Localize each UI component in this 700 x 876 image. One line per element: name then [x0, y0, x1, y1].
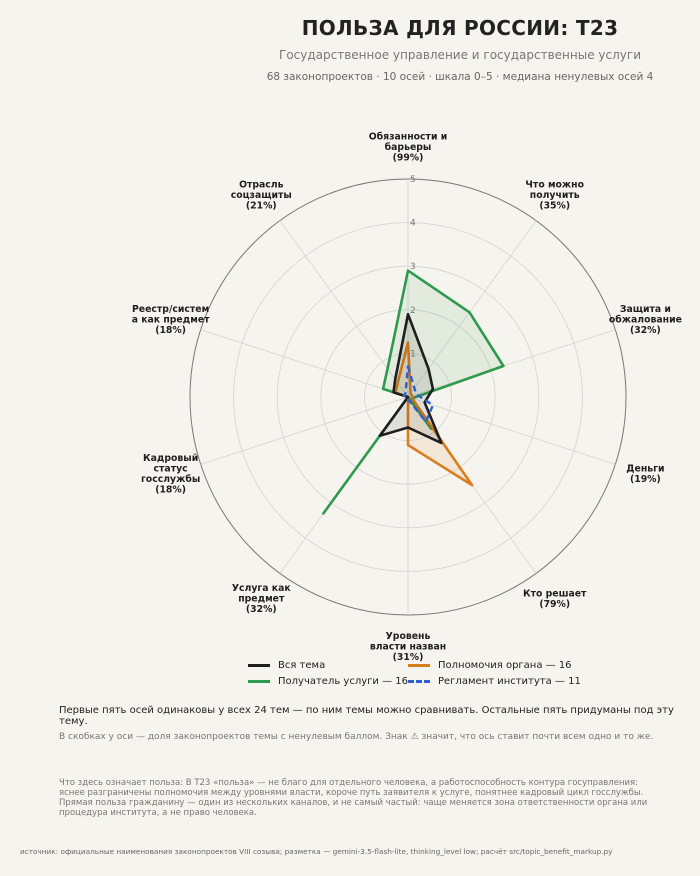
axis-label-line: предмет: [238, 594, 285, 605]
legend-item: Полномочия органа — 16: [408, 659, 608, 672]
axis-label-line: (18%): [155, 485, 186, 496]
grid-spoke: [407, 329, 616, 398]
axis-label: Уровень власти назван (31%): [370, 631, 446, 663]
axis-label: Что можно получить (35%): [525, 179, 584, 211]
axis-label-line: (32%): [630, 325, 661, 336]
axis-label-line: (21%): [246, 200, 277, 211]
axis-label-line: статус: [154, 464, 188, 475]
axis-label-line: (32%): [246, 604, 277, 615]
tick-label: 3: [410, 262, 416, 272]
grid-spoke: [200, 329, 409, 398]
tick-label: 2: [410, 306, 416, 316]
chart-meta: 68 законопроектов · 10 осей · шкала 0–5 …: [266, 71, 654, 83]
axis-label-line: обжалование: [609, 315, 682, 326]
legend-swatch: [248, 680, 270, 683]
axis-label-line: Что можно: [525, 179, 584, 190]
legend-label: Регламент института — 11: [438, 676, 581, 687]
tick-label: 4: [410, 219, 416, 229]
axis-label-line: Защита и: [620, 304, 671, 315]
tick-label: 1: [410, 349, 416, 359]
legend-label: Получатель услуги — 16: [278, 676, 408, 687]
axis-label-line: Деньги: [626, 464, 664, 475]
axis-label-line: (18%): [155, 325, 186, 336]
axis-label-line: (35%): [539, 200, 570, 211]
legend-label: Полномочия органа — 16: [438, 660, 572, 671]
axis-label: Деньги (19%): [626, 464, 664, 486]
axis-label-line: соцзащиты: [231, 190, 292, 201]
axis-label-line: Кто решает: [523, 588, 587, 599]
axis-label-line: госслужбы: [141, 474, 200, 485]
grid-spoke: [200, 396, 409, 465]
axis-label-line: (79%): [539, 599, 570, 610]
axis-label-line: Реестр/систем: [132, 304, 209, 315]
axis-label: Кадровый статус госслужбы (18%): [141, 453, 200, 496]
axis-label-line: (19%): [630, 474, 661, 485]
axis-label-line: получить: [530, 190, 580, 201]
axis-label: Услуга как предмет (32%): [232, 583, 291, 615]
axis-label-line: власти назван: [370, 641, 446, 652]
legend-swatch: [408, 680, 430, 683]
axis-label-line: Уровень: [386, 631, 431, 642]
note-percent: В скобках у оси — доля законопроектов те…: [59, 732, 654, 742]
legend-item: Получатель услуги — 16: [248, 675, 408, 688]
axis-label-line: а как предмет: [132, 315, 210, 326]
legend-swatch: [248, 664, 270, 667]
note-axes: Первые пять осей одинаковы у всех 24 тем…: [59, 705, 674, 727]
axis-label: Реестр/систем а как предмет (18%): [132, 304, 210, 336]
series-polygon: [402, 365, 435, 423]
axis-label-line: Услуга как: [232, 583, 291, 594]
axis-label: Отрасль соцзащиты (21%): [231, 179, 292, 211]
grid-spoke: [407, 396, 616, 465]
source-note: источник: официальные наименования закон…: [20, 847, 613, 856]
axis-label: Защита и обжалование (32%): [609, 304, 682, 336]
legend: Вся тема Полномочия органа — 16 Получате…: [248, 659, 608, 688]
legend-item: Регламент института — 11: [408, 675, 608, 688]
axis-label: Кто решает (79%): [523, 588, 587, 610]
axis-label-line: Кадровый: [143, 453, 198, 464]
legend-swatch: [408, 664, 430, 667]
axis-label: Обязанности и барьеры (99%): [369, 132, 447, 164]
axis-label-line: (99%): [393, 153, 424, 164]
axis-label-line: (31%): [393, 652, 424, 663]
legend-item: Вся тема: [248, 659, 408, 672]
axis-label-line: Отрасль: [239, 179, 284, 190]
axis-label-line: Обязанности и: [369, 132, 447, 143]
axis-label-line: барьеры: [385, 142, 432, 153]
legend-label: Вся тема: [278, 660, 326, 671]
series-polygon: [394, 341, 474, 487]
chart-title: ПОЛЬЗА ДЛЯ РОССИИ: Т23: [301, 16, 619, 40]
chart-subtitle: Государственное управление и государстве…: [279, 48, 641, 62]
tick-label: 5: [410, 175, 416, 185]
note-benefit: Что здесь означает польза: В Т23 «польза…: [59, 778, 648, 818]
